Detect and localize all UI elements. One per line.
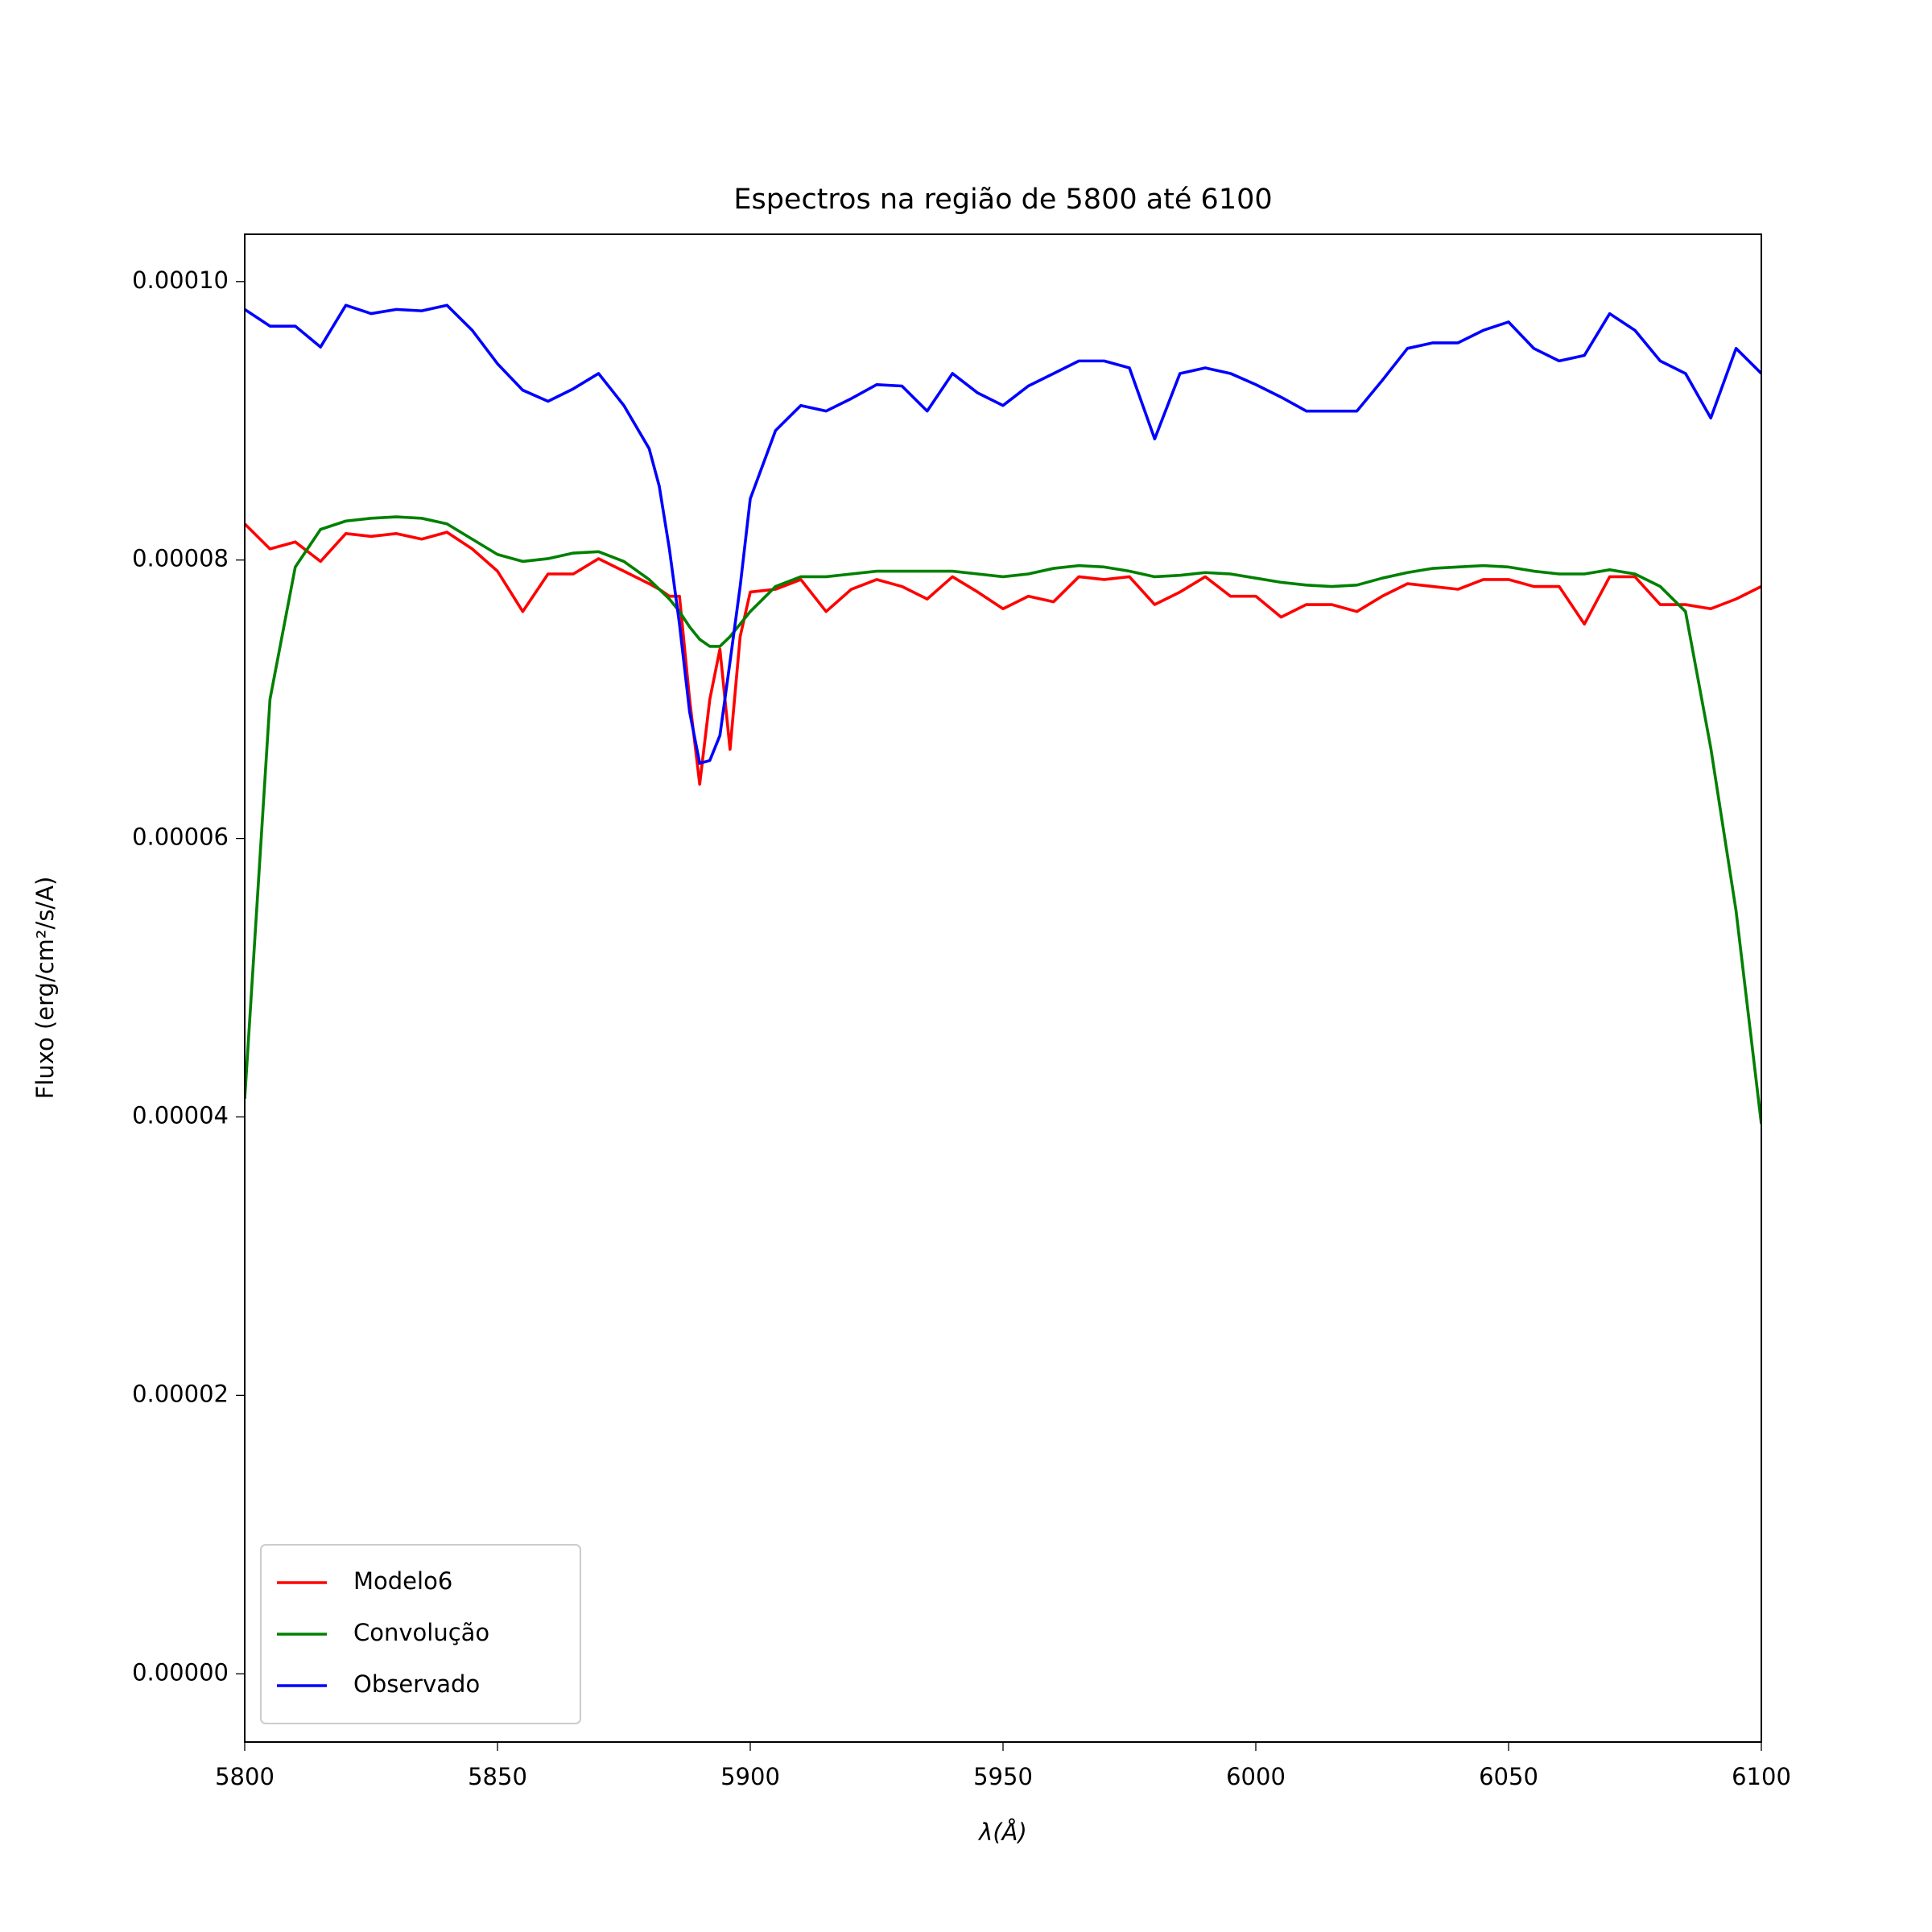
chart-title: Espectros na região de 5800 até 6100 <box>733 184 1272 216</box>
x-tick-label: 5850 <box>468 1763 527 1790</box>
x-axis-label: λ(Å) <box>977 1818 1027 1846</box>
y-axis-label: Fluxo (erg/cm²/s/A) <box>31 877 59 1100</box>
y-tick-label: 0.00006 <box>132 824 229 851</box>
legend-label: Convolução <box>353 1619 489 1646</box>
y-tick-label: 0.00010 <box>132 266 229 294</box>
legend-label: Modelo6 <box>353 1567 452 1595</box>
legend: Modelo6 Convolução Observado <box>260 1544 581 1724</box>
x-tick-label: 6050 <box>1479 1763 1538 1790</box>
y-tick-label: 0.00008 <box>132 545 229 572</box>
x-tick-label: 5900 <box>720 1763 780 1790</box>
plot-area <box>245 303 1761 1125</box>
y-tick-label: 0.00004 <box>132 1101 229 1129</box>
x-tick-label: 6100 <box>1732 1763 1791 1790</box>
x-tick-label: 6000 <box>1226 1763 1286 1790</box>
series-line <box>245 515 1761 1125</box>
series-line <box>245 522 1761 786</box>
x-tick-label: 5800 <box>215 1763 275 1790</box>
x-tick-label: 5950 <box>973 1763 1033 1790</box>
series-line <box>245 303 1761 765</box>
y-tick-label: 0.00000 <box>132 1658 229 1686</box>
y-tick-label: 0.00002 <box>132 1380 229 1407</box>
legend-box <box>260 1544 581 1724</box>
legend-label: Observado <box>353 1670 480 1698</box>
